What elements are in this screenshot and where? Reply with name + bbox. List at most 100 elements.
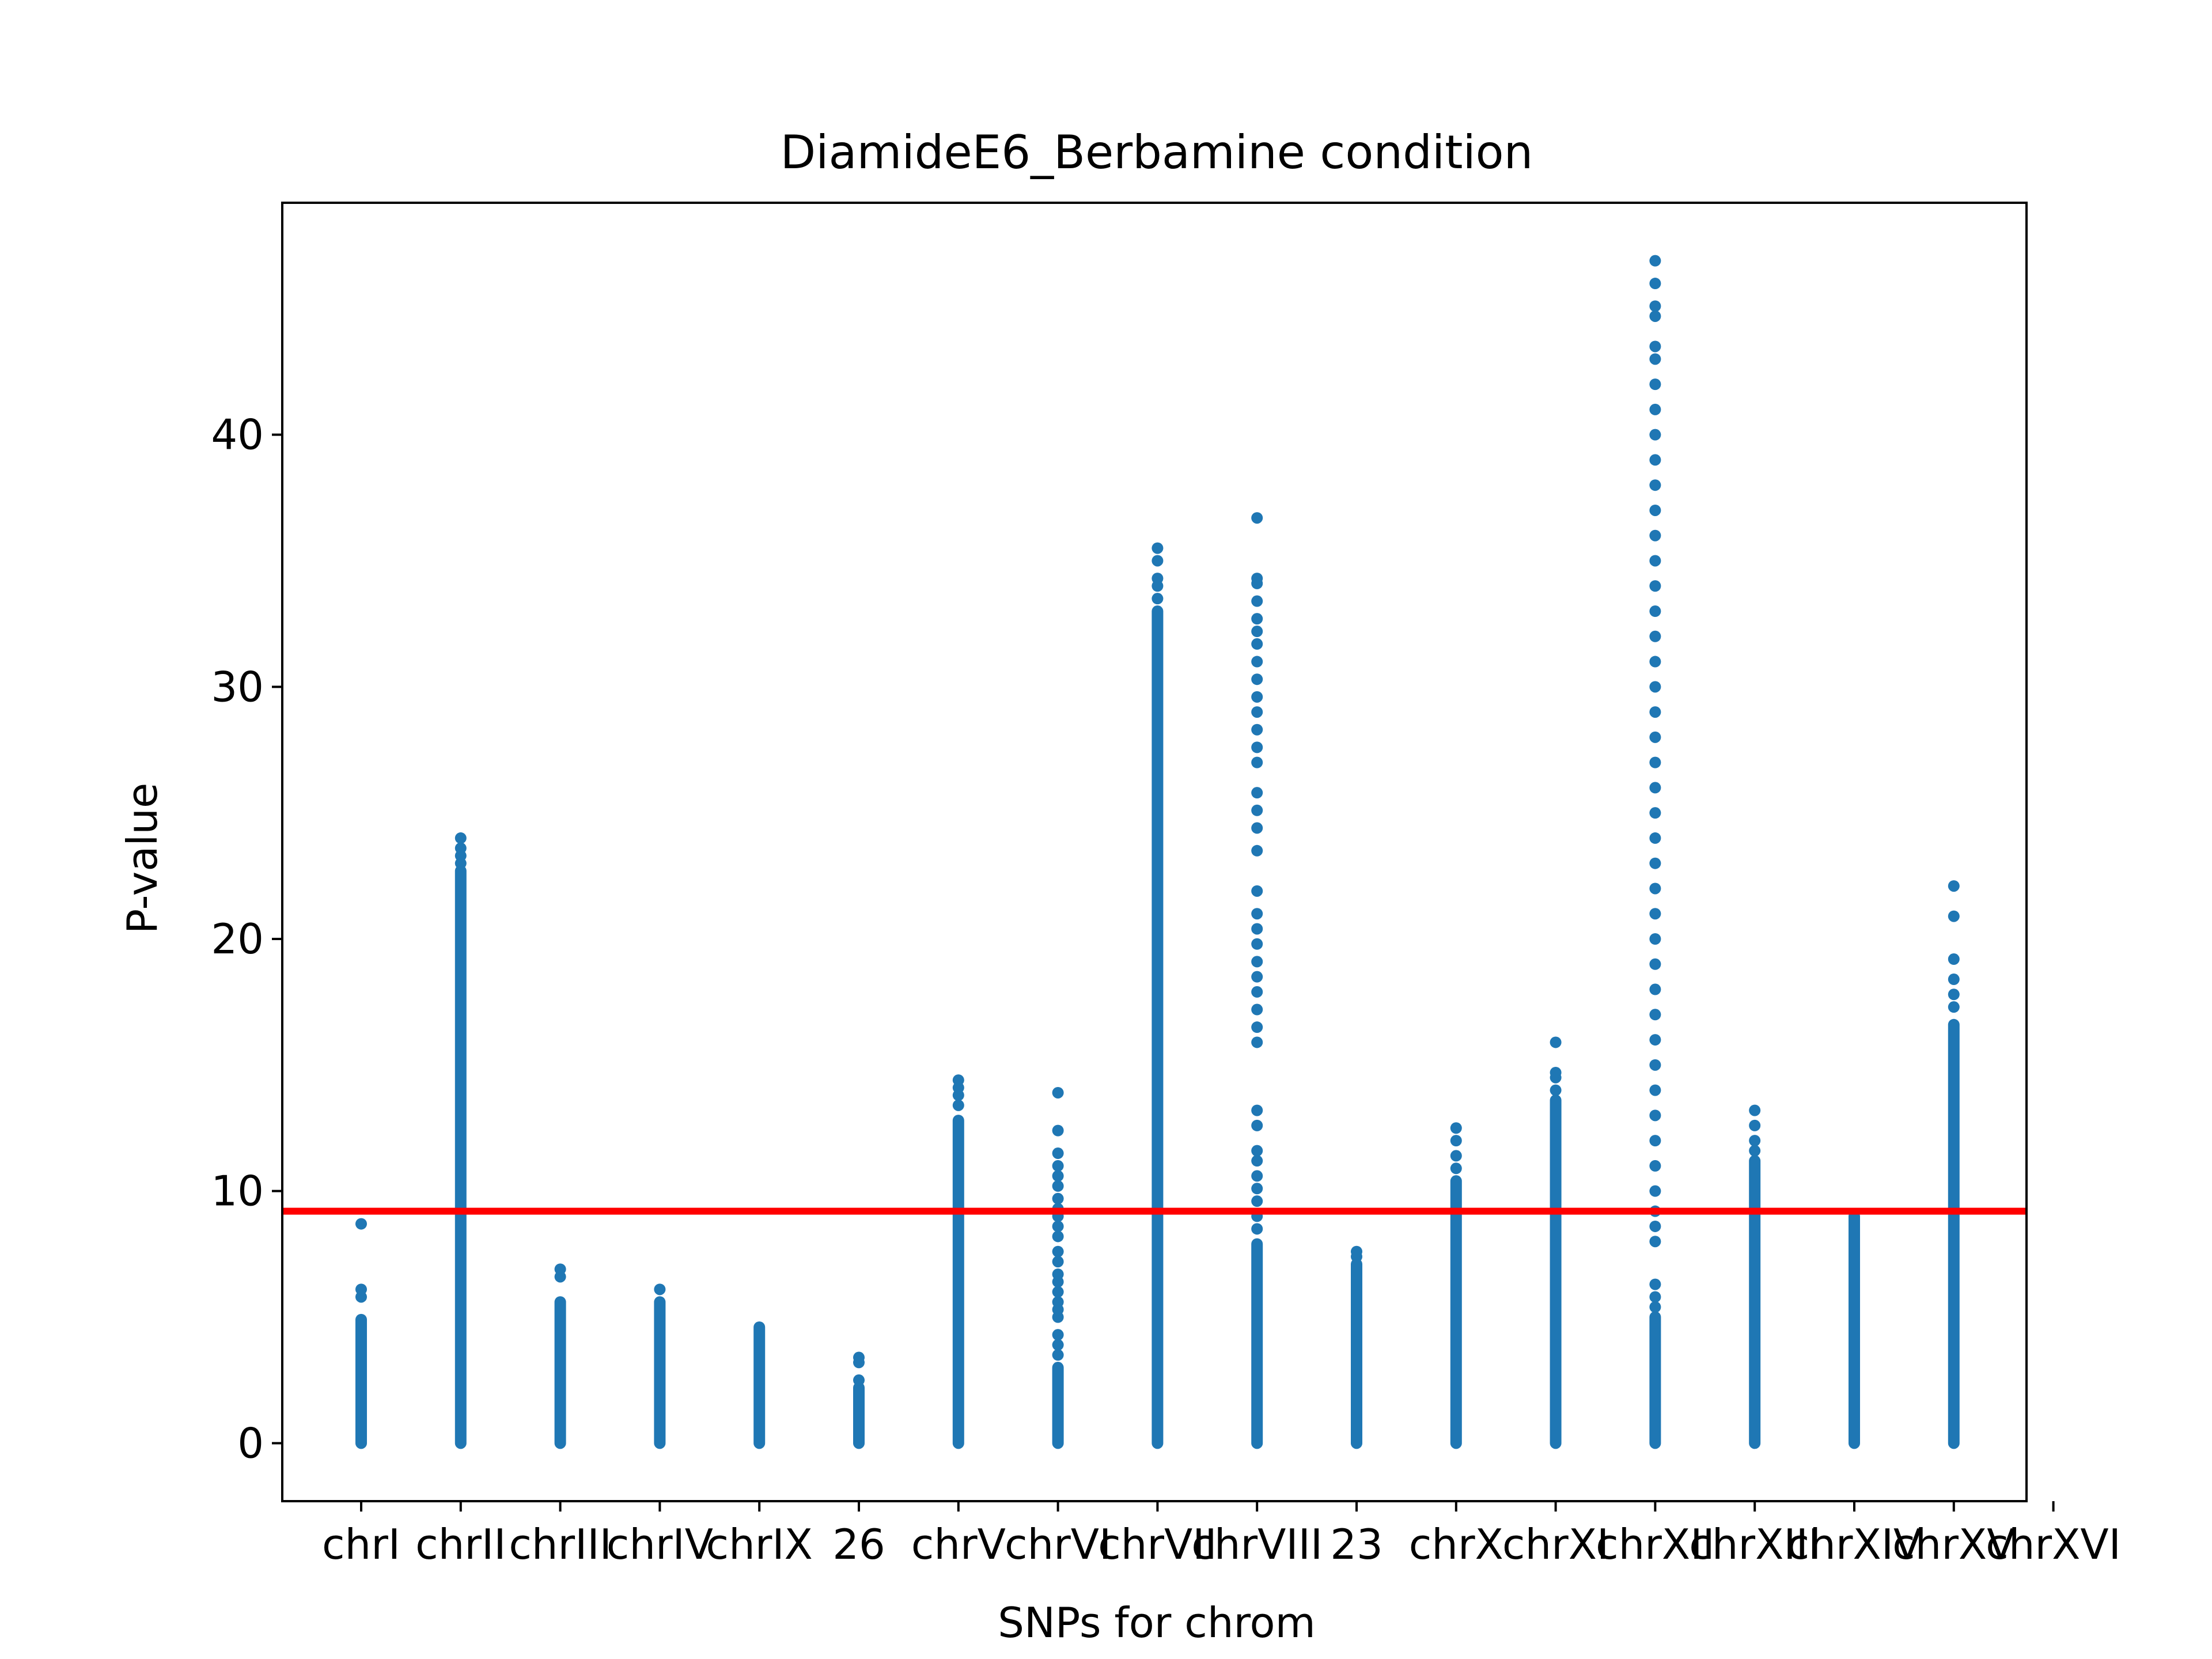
snp-point [1152, 593, 1164, 605]
snp-point [1649, 580, 1661, 592]
snp-point [1251, 724, 1263, 736]
snp-point [1649, 882, 1661, 895]
snp-point [1251, 638, 1263, 650]
snp-point [1649, 857, 1661, 869]
x-tick-label: chrII [415, 1520, 506, 1569]
snp-point [1450, 1162, 1462, 1175]
snp-column-chrXIV [1849, 1210, 1860, 1449]
snp-point [1649, 1135, 1661, 1147]
snp-column-chrIV [654, 1296, 666, 1449]
snp-column-chrXV [1948, 1018, 1960, 1449]
snp-point [1550, 1084, 1562, 1096]
snp-point [1251, 804, 1263, 816]
snp-point [1948, 974, 1960, 986]
snp-point [1649, 378, 1661, 391]
snp-point [355, 1218, 367, 1230]
snp-point [1948, 1001, 1960, 1013]
snp-point [1052, 1286, 1064, 1298]
x-tick-label: chrIII [509, 1520, 612, 1569]
snp-point [1052, 1349, 1064, 1361]
snp-point [1251, 923, 1263, 935]
snp-point [1251, 787, 1263, 799]
snp-point [1450, 1150, 1462, 1162]
snp-column-chrXI [1550, 1094, 1562, 1449]
snp-point [1550, 1066, 1562, 1078]
snp-point [1649, 807, 1661, 819]
snp-point [1649, 782, 1661, 794]
data-points-layer [355, 255, 1960, 1449]
snp-point [1649, 278, 1661, 290]
snp-point [1649, 1109, 1661, 1122]
snp-column-26 [853, 1382, 865, 1449]
x-tick-label: chrVII [1098, 1520, 1217, 1569]
snp-point [1649, 1160, 1661, 1172]
snp-point [1251, 1155, 1263, 1167]
snp-point [1649, 706, 1661, 718]
snp-point [1649, 933, 1661, 945]
snp-point [1948, 988, 1960, 1001]
snp-point [1251, 844, 1263, 857]
snp-point [1251, 938, 1263, 950]
snp-point [654, 1283, 666, 1296]
snp-point [1251, 626, 1263, 638]
snp-column-23 [1351, 1258, 1362, 1449]
snp-point [1649, 310, 1661, 322]
snp-point [1649, 555, 1661, 567]
x-tick-label: chrXVI [1986, 1520, 2121, 1569]
snp-point [1152, 555, 1164, 567]
snp-point [1052, 1339, 1064, 1351]
snp-point [1052, 1296, 1064, 1308]
snp-point [1251, 1223, 1263, 1235]
snp-point [1251, 1145, 1263, 1157]
snp-column-chrXII [1649, 1311, 1661, 1449]
snp-point [1251, 822, 1263, 834]
snp-point [1649, 353, 1661, 365]
snp-point [454, 842, 467, 854]
chart-title: DiamideE6_Berbamine condition [781, 126, 1533, 179]
snp-point [1052, 1230, 1064, 1243]
x-tick-label: chrXI [1502, 1520, 1609, 1569]
snp-point [1649, 958, 1661, 970]
snp-point [1649, 479, 1661, 491]
snp-point [1649, 1278, 1661, 1290]
x-tick-label: 23 [1330, 1520, 1383, 1569]
snp-point [1649, 504, 1661, 516]
snp-point [1649, 1185, 1661, 1197]
snp-point [1649, 1034, 1661, 1046]
snp-column-chrV [952, 1115, 964, 1449]
snp-point [1649, 529, 1661, 541]
x-tick-label: chrX [1409, 1520, 1503, 1569]
snp-point [1052, 1160, 1064, 1172]
y-axis-label: P-value [118, 783, 166, 934]
snp-point [1749, 1119, 1761, 1131]
snp-point [1052, 1220, 1064, 1232]
snp-point [1251, 1195, 1263, 1207]
snp-point [1251, 1036, 1263, 1048]
snp-point [1649, 908, 1661, 920]
snp-point [1948, 910, 1960, 922]
snp-point [1649, 1059, 1661, 1071]
snp-point [1251, 956, 1263, 968]
x-tick-label: chrI [322, 1520, 400, 1569]
snp-point [952, 1074, 964, 1086]
snp-point [1251, 1021, 1263, 1033]
snp-point [1251, 885, 1263, 897]
snp-point [1251, 1003, 1263, 1016]
snp-point [1152, 542, 1164, 554]
snp-point [1649, 1220, 1661, 1232]
snp-point [1052, 1256, 1064, 1268]
x-tick-label: chrIV [607, 1520, 713, 1569]
snp-point [1450, 1122, 1462, 1134]
snp-point [1749, 1135, 1761, 1147]
snp-column-chrVII [1152, 605, 1164, 1449]
snp-point [1052, 1245, 1064, 1257]
snp-point [1052, 1268, 1064, 1281]
snp-point [355, 1283, 367, 1296]
snp-point [1948, 953, 1960, 965]
snp-point [1251, 673, 1263, 685]
snp-column-chrXIII [1749, 1155, 1761, 1449]
snp-point [1649, 300, 1661, 312]
x-tick-label: chrV [911, 1520, 1006, 1569]
snp-point [1749, 1104, 1761, 1116]
